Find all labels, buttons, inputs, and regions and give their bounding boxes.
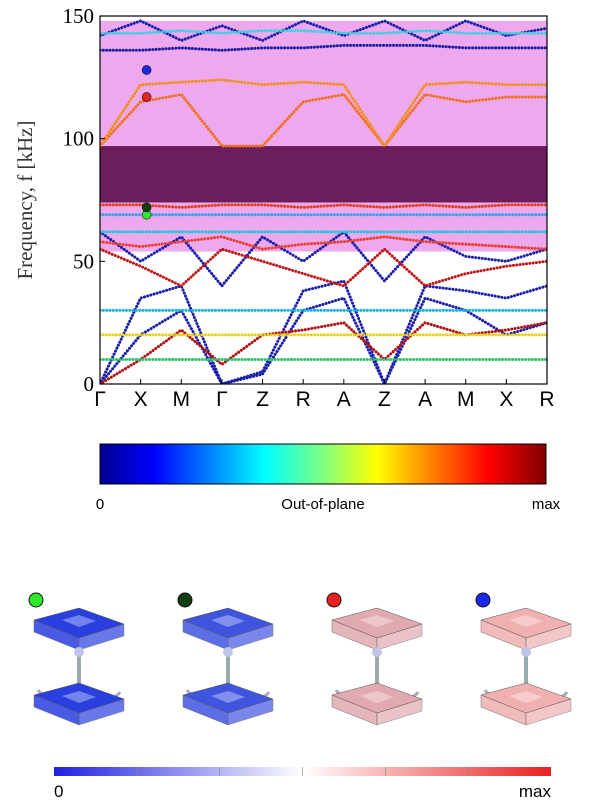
top-plate-side-right-3 [525, 623, 572, 651]
series-line-8 [100, 203, 547, 209]
mode-shapes [28, 592, 572, 726]
series-line-1 [100, 296, 547, 384]
series-line-13 [100, 29, 547, 35]
upper-joint-2 [372, 647, 382, 657]
bottom-plate-cutout-0 [62, 691, 96, 703]
series-line-5 [100, 235, 547, 251]
marker-dark-green [141, 202, 152, 213]
mode-marker-1 [177, 592, 193, 608]
mode-marker-0 [28, 592, 44, 608]
out-of-plane-colorbar: 0 Out-of-plane max [96, 443, 561, 513]
x-tick-label-0: Γ [94, 388, 106, 411]
series-line-12 [100, 19, 547, 43]
colorbar-max-label: max [532, 496, 561, 513]
upper-joint-3 [521, 647, 531, 657]
top-plate-cutout-2 [360, 615, 394, 627]
top-plate-cutout-1 [211, 615, 245, 627]
top-plate-side-right-2 [376, 623, 423, 651]
mode-shape-0 [28, 592, 125, 726]
x-tick-label-2: M [173, 388, 191, 411]
marker-blue [141, 65, 152, 75]
y-tick-label-1: 50 [73, 249, 94, 273]
top-plate-side-right-1 [227, 623, 274, 651]
x-tick-label-8: A [418, 388, 432, 411]
mode-colorbar-max-label: max [519, 782, 552, 801]
x-tick-label-5: R [296, 388, 311, 411]
series-line-9 [100, 92, 547, 149]
y-axis-label: Frequency, f [kHz] [13, 121, 37, 280]
top-plate-cutout-3 [509, 615, 543, 627]
mode-shape-2 [326, 592, 423, 726]
bottom-plate-side-right-3 [525, 698, 572, 726]
top-plate-side-right-0 [78, 623, 125, 651]
mode-colorbar-min-label: 0 [54, 782, 63, 801]
band-gap-regions [100, 20, 547, 252]
colorbar-gradient [99, 443, 547, 485]
mode-shape-3 [475, 592, 572, 726]
bottom-plate-cutout-3 [509, 691, 543, 703]
dispersion-curves [100, 19, 547, 384]
x-tick-label-7: Z [378, 388, 391, 411]
x-tick-label-3: Γ [216, 388, 228, 411]
series-line-4 [100, 247, 547, 288]
y-tick-label-0: 0 [84, 372, 95, 396]
upper-joint-1 [223, 647, 233, 657]
mode-markers [141, 65, 152, 220]
upper-joint-0 [74, 647, 84, 657]
x-tick-label-4: Z [256, 388, 269, 411]
x-tick-label-6: A [337, 388, 351, 411]
x-tick-label-9: M [457, 388, 475, 411]
band-region-1 [100, 146, 547, 203]
mode-marker-2 [326, 592, 342, 608]
bottom-plate-side-right-0 [78, 698, 125, 726]
x-tick-label-11: R [539, 388, 554, 411]
dispersion-plot: 0 50 100 150 Γ X M Γ Z R A Z A M X R Frequency, f [kHz… [13, 4, 555, 411]
x-tick-label-1: X [134, 388, 148, 411]
plot-frame [99, 15, 548, 385]
bottom-plate-side-right-1 [227, 698, 274, 726]
series-line-10 [100, 78, 547, 149]
bottom-plate-side-right-2 [376, 698, 423, 726]
y-tick-label-2: 100 [63, 127, 95, 151]
colorbar-min-label: 0 [96, 496, 104, 513]
mode-colorbar: 0 max [54, 767, 551, 801]
series-line-0 [100, 279, 547, 384]
marker-red [141, 92, 152, 102]
mode-shape-1 [177, 592, 274, 726]
colorbar-title: Out-of-plane [281, 496, 364, 513]
mode-marker-3 [475, 592, 491, 608]
bottom-plate-cutout-1 [211, 691, 245, 703]
top-plate-cutout-0 [62, 615, 96, 627]
y-tick-label-3: 150 [63, 4, 95, 28]
series-line-2 [100, 229, 547, 289]
x-tick-label-10: X [499, 388, 513, 411]
series-line-3 [100, 321, 547, 384]
bottom-plate-cutout-2 [360, 691, 394, 703]
series-line-11 [100, 43, 547, 52]
y-axis-ticks: 0 50 100 150 [63, 4, 105, 396]
